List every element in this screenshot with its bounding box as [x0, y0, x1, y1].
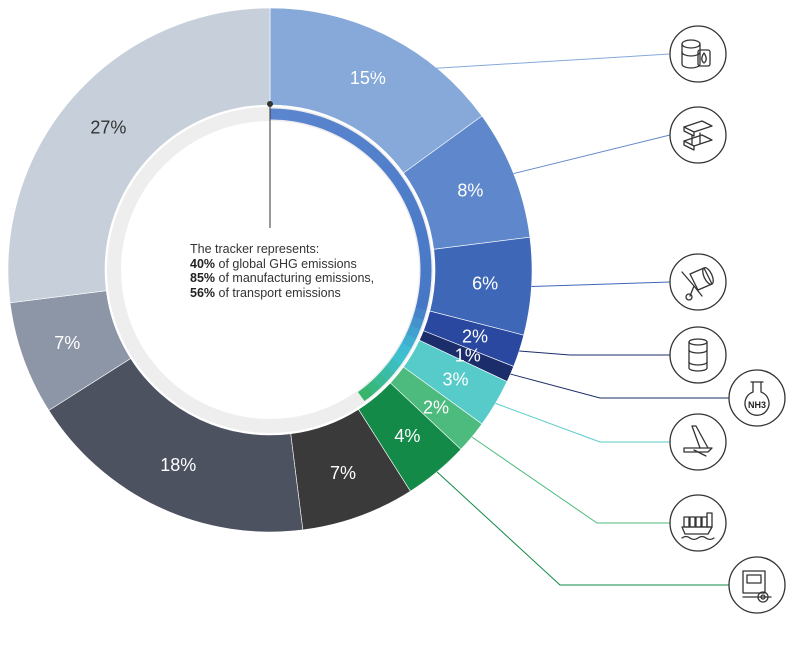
tracker-progress-seg-17	[401, 192, 417, 207]
tracker-progress-seg-37	[372, 372, 388, 389]
tracker-progress-seg-30	[409, 316, 424, 331]
tracker-progress-seg-7	[334, 123, 349, 139]
tracker-progress-seg-5	[316, 116, 331, 131]
tracker-progress-seg-31	[405, 325, 421, 340]
center-line-transport-text: of transport emissions	[215, 285, 341, 300]
donut-slice-11	[7, 7, 271, 304]
tracker-progress-seg-32	[401, 334, 417, 349]
center-caption: The tracker represents: 40% of global GH…	[190, 242, 420, 300]
tracker-progress-seg-3	[298, 111, 311, 125]
tracker-progress-seg-19	[409, 210, 424, 225]
leader-line-3	[519, 350, 670, 356]
tracker-progress-seg-33	[396, 342, 412, 358]
tracker-progress-seg-27	[417, 288, 431, 301]
tracker-progress-seg-34	[391, 350, 407, 366]
center-line-ghg-pct: 40%	[190, 256, 216, 271]
center-line-manufacturing-pct: 85%	[190, 271, 216, 285]
tracker-progress-seg-35	[385, 358, 401, 374]
center-intro: The tracker represents:	[190, 242, 320, 256]
tracker-progress-seg-28	[415, 298, 429, 311]
slice-label-5: 3%	[442, 370, 468, 390]
center-line-ghg-text: of global GHG emissions	[215, 256, 357, 271]
tracker-progress-seg-26	[419, 279, 432, 291]
tracker-progress-seg-10	[358, 139, 374, 155]
tracker-progress-seg-2	[288, 109, 301, 123]
slice-label-10: 7%	[54, 333, 80, 353]
tracker-progress-seg-21	[415, 229, 429, 243]
tracker-progress-seg-1	[279, 108, 291, 121]
tracker-progress-seg-15	[391, 175, 407, 190]
tracker-progress-seg-38	[365, 379, 381, 395]
slice-label-4: 1%	[455, 346, 481, 366]
leader-line-6	[471, 436, 670, 524]
tracker-progress-seg-4	[307, 113, 321, 128]
slice-label-11: 27%	[90, 117, 126, 137]
tracker-progress-seg-18	[406, 201, 421, 216]
leader-line-1	[513, 134, 671, 175]
tracker-pointer-dot	[267, 101, 273, 107]
tracker-progress-seg-16	[397, 183, 412, 199]
cement-mixer-icon	[669, 253, 727, 311]
oil-gas-barrels-icon	[669, 25, 727, 83]
tracker-progress-seg-36	[379, 365, 395, 382]
steel-beam-icon	[669, 106, 727, 164]
tracker-progress-seg-14	[385, 167, 402, 183]
tracker-progress-seg-12	[372, 152, 389, 168]
slice-label-2: 6%	[472, 274, 498, 294]
tracker-progress-seg-29	[412, 307, 427, 321]
center-line-transport: 56% of transport emissions	[190, 286, 420, 301]
tracker-progress-seg-39	[357, 385, 373, 402]
center-line-manufacturing-text: of manufacturing emissions,	[215, 271, 375, 285]
leader-line-4	[510, 373, 729, 399]
aviation-plane-tail-icon	[669, 413, 727, 471]
slice-label-7: 4%	[394, 426, 420, 446]
tracker-progress-seg-13	[379, 159, 395, 175]
center-line-transport-pct: 56%	[190, 285, 216, 300]
shipping-vessel-icon	[669, 494, 727, 552]
tracker-progress-seg-23	[419, 249, 432, 262]
slice-label-8: 7%	[330, 463, 356, 483]
slice-label-9: 18%	[160, 455, 196, 475]
aluminium-can-icon	[669, 326, 727, 384]
leader-line-7	[436, 471, 729, 586]
slice-label-6: 2%	[423, 397, 449, 417]
tracker-progress-seg-20	[413, 220, 427, 234]
ammonia-flask-icon: NH3	[728, 369, 786, 427]
slice-label-1: 8%	[457, 181, 483, 201]
tracker-progress-seg-6	[325, 119, 340, 135]
tracker-progress-seg-8	[342, 128, 358, 144]
slice-label-3: 2%	[462, 327, 488, 347]
center-line-manufacturing: 85% of manufacturing emissions,	[190, 271, 420, 286]
center-line-ghg: 40% of global GHG emissions	[190, 257, 420, 272]
tracker-progress-seg-9	[350, 133, 366, 149]
truck-icon	[728, 556, 786, 614]
leader-line-0	[370, 53, 671, 73]
leader-line-2	[531, 281, 671, 287]
ammonia-icon-text: NH3	[748, 400, 766, 410]
tracker-progress-seg-22	[417, 239, 431, 252]
leader-line-5	[495, 402, 670, 443]
slice-label-0: 15%	[350, 68, 386, 88]
tracker-progress-seg-11	[365, 145, 382, 161]
